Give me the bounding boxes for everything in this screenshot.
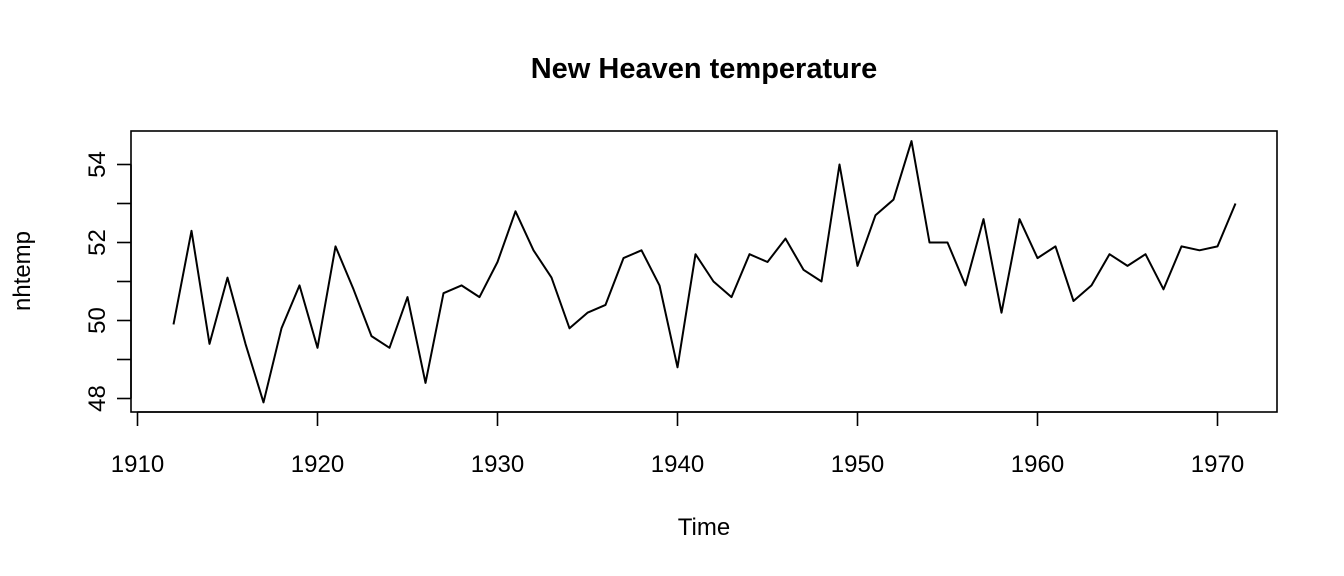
x-tick-label: 1950 (831, 451, 884, 478)
x-tick-label: 1910 (111, 451, 164, 478)
x-tick-label: 1960 (1011, 451, 1064, 478)
plot-frame (130, 130, 1278, 413)
x-axis: 1910 1920 1930 1940 1950 1960 1970 (111, 411, 1244, 478)
x-tick-label: 1970 (1191, 451, 1244, 478)
y-axis: 48 50 52 54 (84, 151, 132, 412)
chart-title: New Heaven temperature (531, 53, 878, 85)
x-axis-label: Time (678, 514, 730, 541)
y-tick-label: 50 (84, 307, 111, 334)
y-tick-label: 52 (84, 229, 111, 256)
x-tick-label: 1930 (471, 451, 524, 478)
series-line-nhtemp (172, 140, 1237, 404)
y-tick-label: 54 (84, 151, 111, 178)
x-tick-label: 1920 (291, 451, 344, 478)
y-tick-label: 48 (84, 385, 111, 412)
y-axis-label: nhtemp (9, 231, 36, 311)
x-tick-label: 1940 (651, 451, 704, 478)
